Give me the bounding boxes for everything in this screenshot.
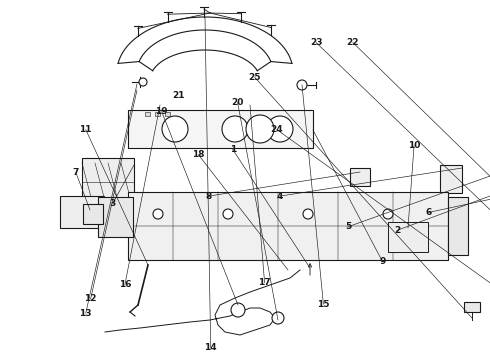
Text: 22: 22	[346, 38, 359, 47]
Text: 12: 12	[84, 294, 97, 303]
Bar	[82, 158, 134, 206]
Text: 18: 18	[192, 150, 205, 159]
Text: 3: 3	[110, 199, 116, 208]
Text: 9: 9	[379, 256, 386, 266]
Text: 17: 17	[258, 278, 271, 287]
Circle shape	[246, 115, 274, 143]
Bar	[464, 302, 480, 312]
Text: 25: 25	[248, 73, 261, 82]
Bar	[350, 168, 370, 186]
Circle shape	[231, 303, 245, 317]
Circle shape	[297, 80, 307, 90]
Circle shape	[383, 209, 393, 219]
Text: 16: 16	[119, 280, 131, 289]
Text: 20: 20	[231, 98, 244, 107]
Bar	[128, 110, 313, 148]
Text: 8: 8	[205, 192, 211, 201]
Circle shape	[162, 116, 188, 142]
Bar	[98, 197, 133, 237]
Text: 13: 13	[79, 309, 92, 318]
Text: 24: 24	[270, 125, 283, 134]
Circle shape	[272, 312, 284, 324]
Text: 19: 19	[155, 107, 168, 116]
Text: 23: 23	[310, 38, 322, 47]
Bar	[83, 204, 103, 224]
Text: 4: 4	[276, 192, 283, 201]
Text: 7: 7	[73, 168, 79, 177]
Bar	[145, 112, 150, 116]
Text: 5: 5	[345, 222, 351, 231]
Text: 14: 14	[204, 343, 217, 352]
Text: 6: 6	[426, 208, 432, 217]
Bar	[128, 192, 448, 260]
Text: 1: 1	[230, 145, 236, 154]
Bar	[60, 196, 104, 228]
Text: 21: 21	[172, 91, 185, 100]
Bar	[155, 112, 160, 116]
Bar	[165, 112, 170, 116]
Text: 11: 11	[79, 125, 92, 134]
Circle shape	[303, 209, 313, 219]
Bar	[440, 165, 462, 193]
Text: 15: 15	[317, 300, 330, 309]
Text: 2: 2	[394, 226, 400, 235]
Circle shape	[267, 116, 293, 142]
Bar	[448, 197, 468, 255]
Circle shape	[139, 78, 147, 86]
Circle shape	[223, 209, 233, 219]
Circle shape	[153, 209, 163, 219]
Text: 10: 10	[408, 141, 420, 150]
Bar	[388, 222, 428, 252]
Circle shape	[222, 116, 248, 142]
